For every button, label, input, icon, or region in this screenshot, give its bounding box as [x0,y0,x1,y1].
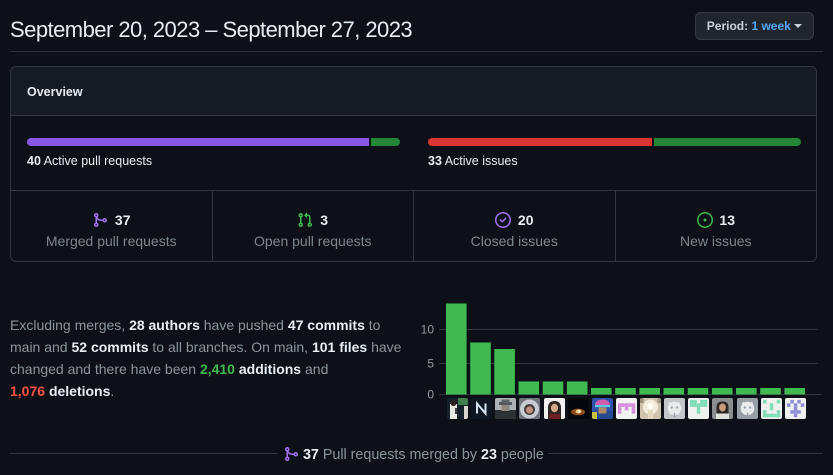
svg-text:5: 5 [427,357,434,371]
svg-text:0: 0 [427,388,434,402]
svg-text:10: 10 [421,323,435,337]
